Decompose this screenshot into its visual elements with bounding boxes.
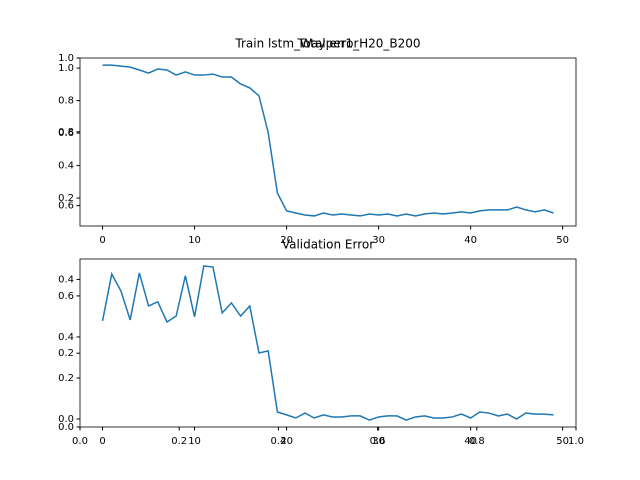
y-tick-label: 0.6 bbox=[58, 201, 74, 212]
y-tick-label: 0.2 bbox=[58, 373, 74, 384]
x-tick-label: 0.2 bbox=[171, 436, 187, 447]
y-tick-label: 1.0 bbox=[58, 53, 74, 64]
y-tick-label: 0.6 bbox=[58, 128, 74, 139]
y-tick-label: 0.2 bbox=[58, 348, 74, 359]
y-tick-label: 0.0 bbox=[58, 422, 74, 433]
line-series bbox=[101, 265, 554, 421]
y-tick-label: 0.8 bbox=[58, 96, 74, 107]
x-tick-label: 50 bbox=[556, 436, 569, 447]
y-tick-label: 0.4 bbox=[58, 274, 74, 285]
x-tick-label: 50 bbox=[556, 235, 569, 246]
x-tick-label: 0 bbox=[99, 235, 105, 246]
x-tick-label: 1.0 bbox=[568, 436, 584, 447]
y-tick-label: 0.4 bbox=[58, 332, 74, 343]
x-tick-label: 0 bbox=[99, 436, 105, 447]
axes-title: Total error bbox=[297, 37, 359, 51]
x-tick-label: 0.6 bbox=[370, 436, 386, 447]
y-tick-label: 1.0 bbox=[58, 63, 74, 74]
x-tick-label: 0.8 bbox=[469, 436, 485, 447]
x-tick-label: 0.4 bbox=[270, 436, 286, 447]
x-tick-label: 0.0 bbox=[72, 436, 88, 447]
y-tick-label: 0.2 bbox=[58, 193, 74, 204]
x-tick-label: 30 bbox=[372, 235, 385, 246]
x-tick-label: 10 bbox=[188, 235, 201, 246]
x-tick-label: 10 bbox=[188, 436, 201, 447]
x-tick-label: 40 bbox=[464, 436, 477, 447]
line-series bbox=[102, 64, 554, 217]
x-tick-label: 30 bbox=[372, 436, 385, 447]
x-tick-label: 40 bbox=[464, 235, 477, 246]
axes-frame bbox=[79, 258, 577, 428]
y-tick-label: 0.8 bbox=[58, 127, 74, 138]
x-tick-label: 20 bbox=[280, 235, 293, 246]
y-tick-label: 0.4 bbox=[58, 161, 74, 172]
y-tick-label: 0.6 bbox=[58, 291, 74, 302]
x-tick-label: 20 bbox=[280, 436, 293, 447]
y-tick-label: 0.0 bbox=[58, 414, 74, 425]
axes-title: Train lstm_Wayper1_H20_B200 bbox=[234, 37, 420, 51]
axes-title: Validation Error bbox=[282, 238, 374, 252]
axes-frame bbox=[79, 57, 577, 227]
